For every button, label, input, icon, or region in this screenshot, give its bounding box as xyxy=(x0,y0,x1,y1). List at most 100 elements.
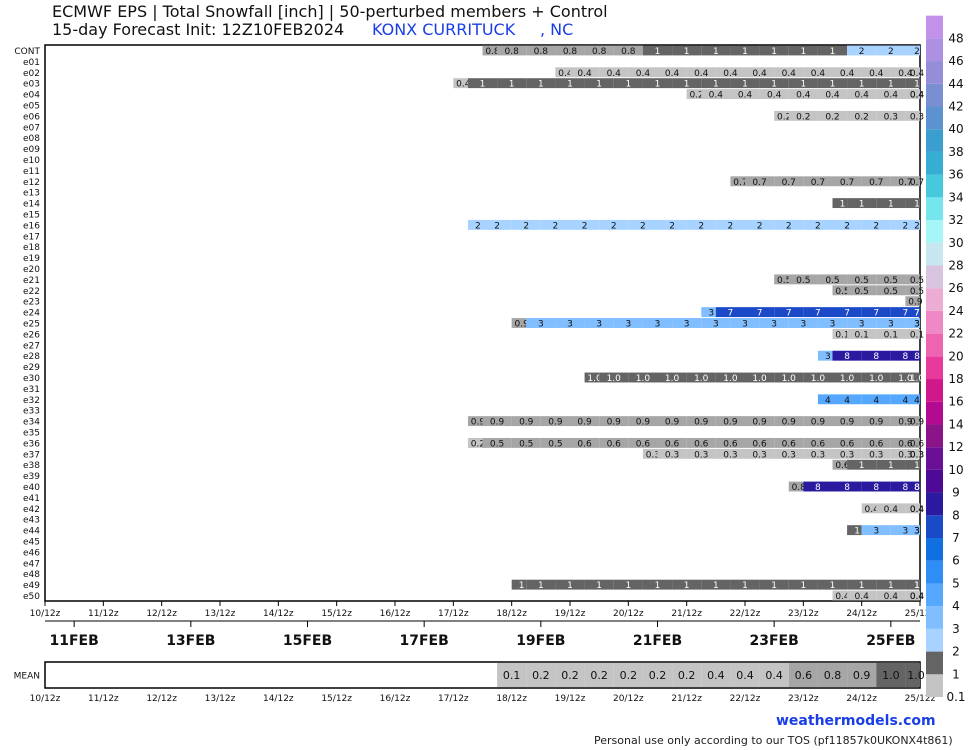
mean-time-label: 22/12z xyxy=(730,694,761,704)
colorbar-label: 0.1 xyxy=(946,690,965,704)
member-cell xyxy=(599,67,629,78)
member-cell xyxy=(905,285,920,296)
member-cell xyxy=(788,318,818,328)
mean-cell xyxy=(613,663,643,687)
member-cell xyxy=(905,318,920,328)
member-cell xyxy=(861,448,891,459)
colorbar-swatch xyxy=(926,583,943,607)
mean-cell-label: 0.4 xyxy=(736,669,754,682)
member-cell xyxy=(774,448,804,459)
member-cell-label: 3 xyxy=(888,320,894,330)
member-cell xyxy=(745,67,775,78)
member-cell-label: 2 xyxy=(873,221,879,231)
member-cell xyxy=(861,219,891,230)
colorbar-swatch xyxy=(926,424,943,448)
member-cell xyxy=(511,318,527,328)
member-cell-label: 0.7 xyxy=(910,178,924,188)
mean-time-label: 21/12z xyxy=(671,694,702,704)
member-cell-label: 1 xyxy=(684,47,690,57)
member-cell-label: 3 xyxy=(800,320,806,330)
time-tick-label: 21/12z xyxy=(671,609,702,619)
member-label: e15 xyxy=(23,210,40,220)
member-cell xyxy=(686,372,716,383)
member-cell xyxy=(672,579,702,590)
member-label: e14 xyxy=(23,200,40,210)
member-cell xyxy=(774,219,804,230)
member-cell-label: 0.4 xyxy=(723,69,738,79)
member-cell xyxy=(715,372,745,383)
member-cell xyxy=(861,394,891,405)
member-label: e05 xyxy=(23,101,40,111)
brand-link[interactable]: weathermodels.com xyxy=(776,713,936,729)
mean-cell xyxy=(642,663,673,687)
member-cell xyxy=(847,525,862,536)
member-cell-label: 3 xyxy=(567,320,573,330)
member-cell-label: 1 xyxy=(713,80,719,90)
date-label: 11FEB xyxy=(50,633,99,649)
member-cell-label: 0.4 xyxy=(910,69,925,79)
member-cell xyxy=(832,372,862,383)
mean-cell-label: 0.2 xyxy=(561,669,579,682)
member-cell-label: 0.9 xyxy=(515,320,530,330)
member-cell xyxy=(672,318,702,328)
member-cell-label: 3 xyxy=(708,309,714,319)
member-cell-label: 1 xyxy=(888,80,894,90)
member-cell-label: 0.6 xyxy=(898,439,913,449)
member-cell-label: 1 xyxy=(509,80,515,90)
colorbar-swatch xyxy=(926,288,943,311)
colorbar-label: 28 xyxy=(948,258,963,272)
member-label: e07 xyxy=(23,123,40,133)
member-label: e10 xyxy=(23,156,40,166)
member-cell-label: 2 xyxy=(786,221,792,231)
member-cell xyxy=(526,45,556,56)
member-cell-label: 2 xyxy=(914,221,920,231)
member-cell-label: 2 xyxy=(844,221,850,231)
member-cell-label: 0.4 xyxy=(709,91,724,101)
colorbar-label: 4 xyxy=(952,599,960,613)
member-label: e09 xyxy=(23,145,40,155)
member-cell-label: 3 xyxy=(625,320,631,330)
mean-cell-label: 0.6 xyxy=(795,669,813,682)
member-cell-label: 0.9 xyxy=(519,418,534,428)
colorbar-swatch xyxy=(926,242,943,266)
mean-cell-label: 0.4 xyxy=(707,669,725,682)
member-cell xyxy=(745,372,775,383)
member-cell-label: 0.5 xyxy=(490,439,504,449)
member-cell xyxy=(905,45,920,56)
member-cell-label: 0.3 xyxy=(884,112,898,122)
member-cell xyxy=(803,437,833,448)
member-cell xyxy=(540,219,570,230)
colorbar-label: 10 xyxy=(948,463,963,477)
member-cell-label: 2 xyxy=(582,221,588,231)
member-cell-label: 8 xyxy=(873,483,879,493)
member-cell-label: 4 xyxy=(825,396,831,406)
colorbar-label: 9 xyxy=(952,486,960,500)
member-cell xyxy=(905,198,920,209)
member-cell-label: 0.8 xyxy=(485,47,500,57)
member-label: e18 xyxy=(23,243,40,253)
member-cell-label: 0.9 xyxy=(811,418,826,428)
member-cell xyxy=(876,318,906,328)
member-cell-label: 1 xyxy=(800,80,806,90)
mean-time-label: 19/12z xyxy=(555,694,586,704)
member-cell xyxy=(555,579,585,590)
member-cell-label: 1 xyxy=(771,47,777,57)
member-cell xyxy=(847,459,877,470)
member-cell xyxy=(701,45,731,56)
member-cell-label: 3 xyxy=(684,320,690,330)
member-cell-label: 1 xyxy=(800,581,806,591)
member-cell xyxy=(584,579,614,590)
mean-cell-label: 0.9 xyxy=(853,669,871,682)
member-cell xyxy=(876,110,906,121)
mean-cell-label: 0.2 xyxy=(590,669,608,682)
member-cell-label: 3 xyxy=(859,320,865,330)
station-state: , NC xyxy=(540,20,574,39)
member-label: e45 xyxy=(23,538,40,548)
member-cell xyxy=(890,416,920,427)
member-cell-label: 0.6 xyxy=(577,439,592,449)
member-cell-label: 0.5 xyxy=(519,439,533,449)
member-cell xyxy=(730,78,760,89)
member-cell-label: 0.8 xyxy=(592,47,607,57)
member-cell-label: 0.3 xyxy=(782,450,796,460)
member-cell xyxy=(467,416,483,427)
